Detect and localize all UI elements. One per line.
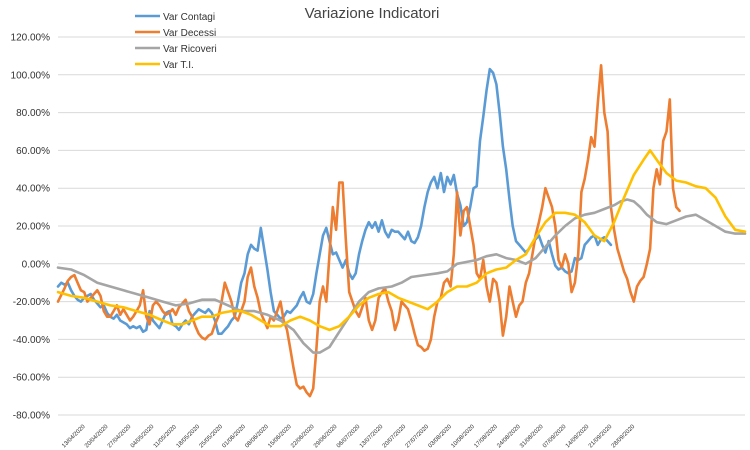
legend-label-var-t-i: Var T.I. [163,60,194,71]
x-tick-label: 11/05/2020 [153,424,179,450]
y-tick-label: 100.00% [11,70,51,81]
series-line-var-decessi [56,64,681,398]
gridlines [58,36,745,416]
y-axis-ticks: 120.00% 100.00% 80.00% 60.00% 40.00% 20.00% 0.… [11,33,51,422]
chart-title: Variazione Indicatori [305,5,440,22]
x-axis-ticks: 13/04/202020/04/202027/04/202004/05/2020… [61,423,637,449]
y-tick-label: 80.00% [16,108,50,119]
y-tick-label: -80.00% [13,411,50,422]
legend-label-var-decessi: Var Decessi [163,28,216,39]
legend-label-var-contagi: Var Contagi [163,12,215,23]
series-line-var-t-i [56,149,747,332]
series-line-var-ricoveri [56,198,747,354]
series-line-var-contagi [56,67,613,335]
y-tick-label: 60.00% [16,146,50,157]
y-tick-label: 0.00% [22,259,50,270]
y-tick-label: 120.00% [11,33,51,44]
x-tick-label: 28/09/2020 [611,423,637,449]
y-tick-label: -20.00% [13,297,50,308]
series-lines [56,64,747,398]
y-tick-label: -40.00% [13,335,50,346]
y-tick-label: -60.00% [13,373,50,384]
legend-label-var-ricoveri: Var Ricoveri [163,44,217,55]
y-tick-label: 20.00% [16,222,50,233]
y-tick-label: 40.00% [16,184,50,195]
legend: Var Contagi Var Decessi Var Ricoveri Var T.… [135,12,217,71]
